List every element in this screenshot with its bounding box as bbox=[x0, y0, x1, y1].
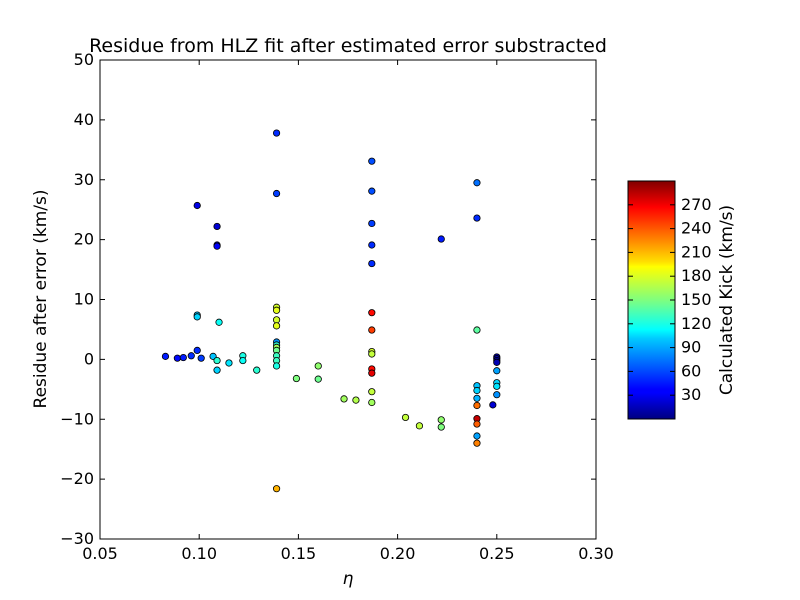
data-point bbox=[213, 356, 221, 365]
data-point bbox=[368, 388, 376, 396]
data-point bbox=[213, 242, 221, 250]
data-point bbox=[272, 362, 281, 370]
plot-area bbox=[100, 60, 596, 539]
data-point bbox=[292, 374, 301, 383]
data-point bbox=[340, 395, 348, 403]
data-point bbox=[161, 352, 170, 360]
data-point bbox=[473, 179, 481, 187]
data-point bbox=[368, 219, 376, 228]
data-point bbox=[493, 367, 501, 375]
y-tick-label: 50 bbox=[74, 50, 94, 69]
colorbar-tick-label: 150 bbox=[681, 290, 712, 309]
x-tick-label: 0.15 bbox=[281, 544, 317, 563]
y-axis-label: Residue after error (km/s) bbox=[31, 190, 51, 409]
plot-frame bbox=[99, 59, 597, 540]
data-point bbox=[437, 416, 445, 424]
data-point bbox=[213, 366, 221, 374]
colorbar-tick-label: 210 bbox=[681, 242, 712, 261]
data-point bbox=[213, 222, 221, 231]
data-point bbox=[493, 358, 501, 366]
y-tick-label: 10 bbox=[74, 290, 94, 309]
data-point bbox=[179, 353, 187, 362]
data-point bbox=[272, 306, 281, 314]
x-axis-label: η bbox=[343, 569, 354, 589]
y-tick-label: −10 bbox=[60, 409, 94, 428]
data-point bbox=[473, 439, 481, 447]
x-tick-label: 0.20 bbox=[380, 544, 416, 563]
data-point bbox=[197, 354, 205, 362]
colorbar-label: Calculated Kick (km/s) bbox=[717, 205, 737, 395]
data-point bbox=[437, 235, 445, 243]
data-point bbox=[272, 322, 281, 330]
data-point bbox=[368, 187, 376, 195]
data-point bbox=[193, 313, 201, 321]
data-point bbox=[473, 401, 481, 410]
data-point bbox=[272, 129, 281, 137]
colorbar-tick-label: 90 bbox=[681, 338, 701, 357]
data-point bbox=[314, 362, 322, 370]
colorbar-tick-label: 180 bbox=[681, 266, 712, 285]
data-point bbox=[489, 401, 497, 409]
chart-title: Residue from HLZ fit after estimated err… bbox=[89, 35, 607, 57]
y-tick-label: 20 bbox=[74, 230, 94, 249]
x-tick-label: 0.05 bbox=[82, 544, 118, 563]
x-tick-label: 0.10 bbox=[181, 544, 217, 563]
x-tick-label: 0.30 bbox=[578, 544, 614, 563]
data-point bbox=[473, 386, 481, 395]
colorbar-tick-label: 270 bbox=[681, 195, 712, 214]
data-point bbox=[253, 366, 261, 374]
data-point bbox=[272, 485, 281, 493]
x-tick-label: 0.25 bbox=[479, 544, 515, 563]
data-point bbox=[193, 201, 201, 210]
data-point bbox=[473, 394, 481, 402]
y-tick-label: −30 bbox=[60, 529, 94, 548]
y-tick-label: 0 bbox=[84, 349, 94, 368]
data-point bbox=[314, 375, 322, 383]
data-point bbox=[493, 391, 501, 399]
data-point bbox=[437, 423, 445, 431]
data-point bbox=[272, 316, 281, 324]
data-point bbox=[239, 356, 247, 365]
data-point bbox=[493, 382, 501, 390]
colorbar-tick-label: 120 bbox=[681, 314, 712, 333]
data-point bbox=[368, 241, 376, 249]
colorbar bbox=[627, 180, 676, 420]
data-points bbox=[161, 129, 501, 493]
data-point bbox=[401, 413, 410, 422]
data-point bbox=[368, 157, 376, 165]
data-point bbox=[225, 359, 233, 367]
colorbar-ticks: 30 60 90 120 150 180 210 240 270 bbox=[628, 195, 712, 404]
y-tick-label: 30 bbox=[74, 170, 94, 189]
data-point bbox=[368, 259, 376, 268]
y-tick-label: −20 bbox=[60, 469, 94, 488]
data-point bbox=[368, 350, 376, 358]
data-point bbox=[215, 318, 223, 326]
data-point bbox=[187, 352, 195, 360]
data-point bbox=[473, 214, 481, 222]
y-tick-label: 40 bbox=[74, 110, 94, 129]
data-point bbox=[415, 422, 424, 430]
data-point bbox=[352, 396, 360, 404]
colorbar-tick-label: 240 bbox=[681, 219, 712, 238]
data-point bbox=[368, 326, 376, 334]
colorbar-tick-label: 30 bbox=[681, 385, 701, 404]
data-point bbox=[473, 326, 481, 334]
axis-ticks: 0.05 0.10 0.15 0.20 0.25 0.30 −30 −20 −10 0 10 20 30… bbox=[60, 50, 614, 563]
data-point bbox=[173, 354, 181, 362]
data-point bbox=[473, 432, 481, 440]
data-point bbox=[368, 309, 376, 317]
data-point bbox=[368, 398, 376, 407]
colorbar-tick-label: 60 bbox=[681, 361, 701, 380]
data-point bbox=[193, 346, 201, 354]
data-point bbox=[473, 420, 481, 428]
data-point bbox=[368, 369, 376, 377]
data-point bbox=[272, 189, 281, 198]
